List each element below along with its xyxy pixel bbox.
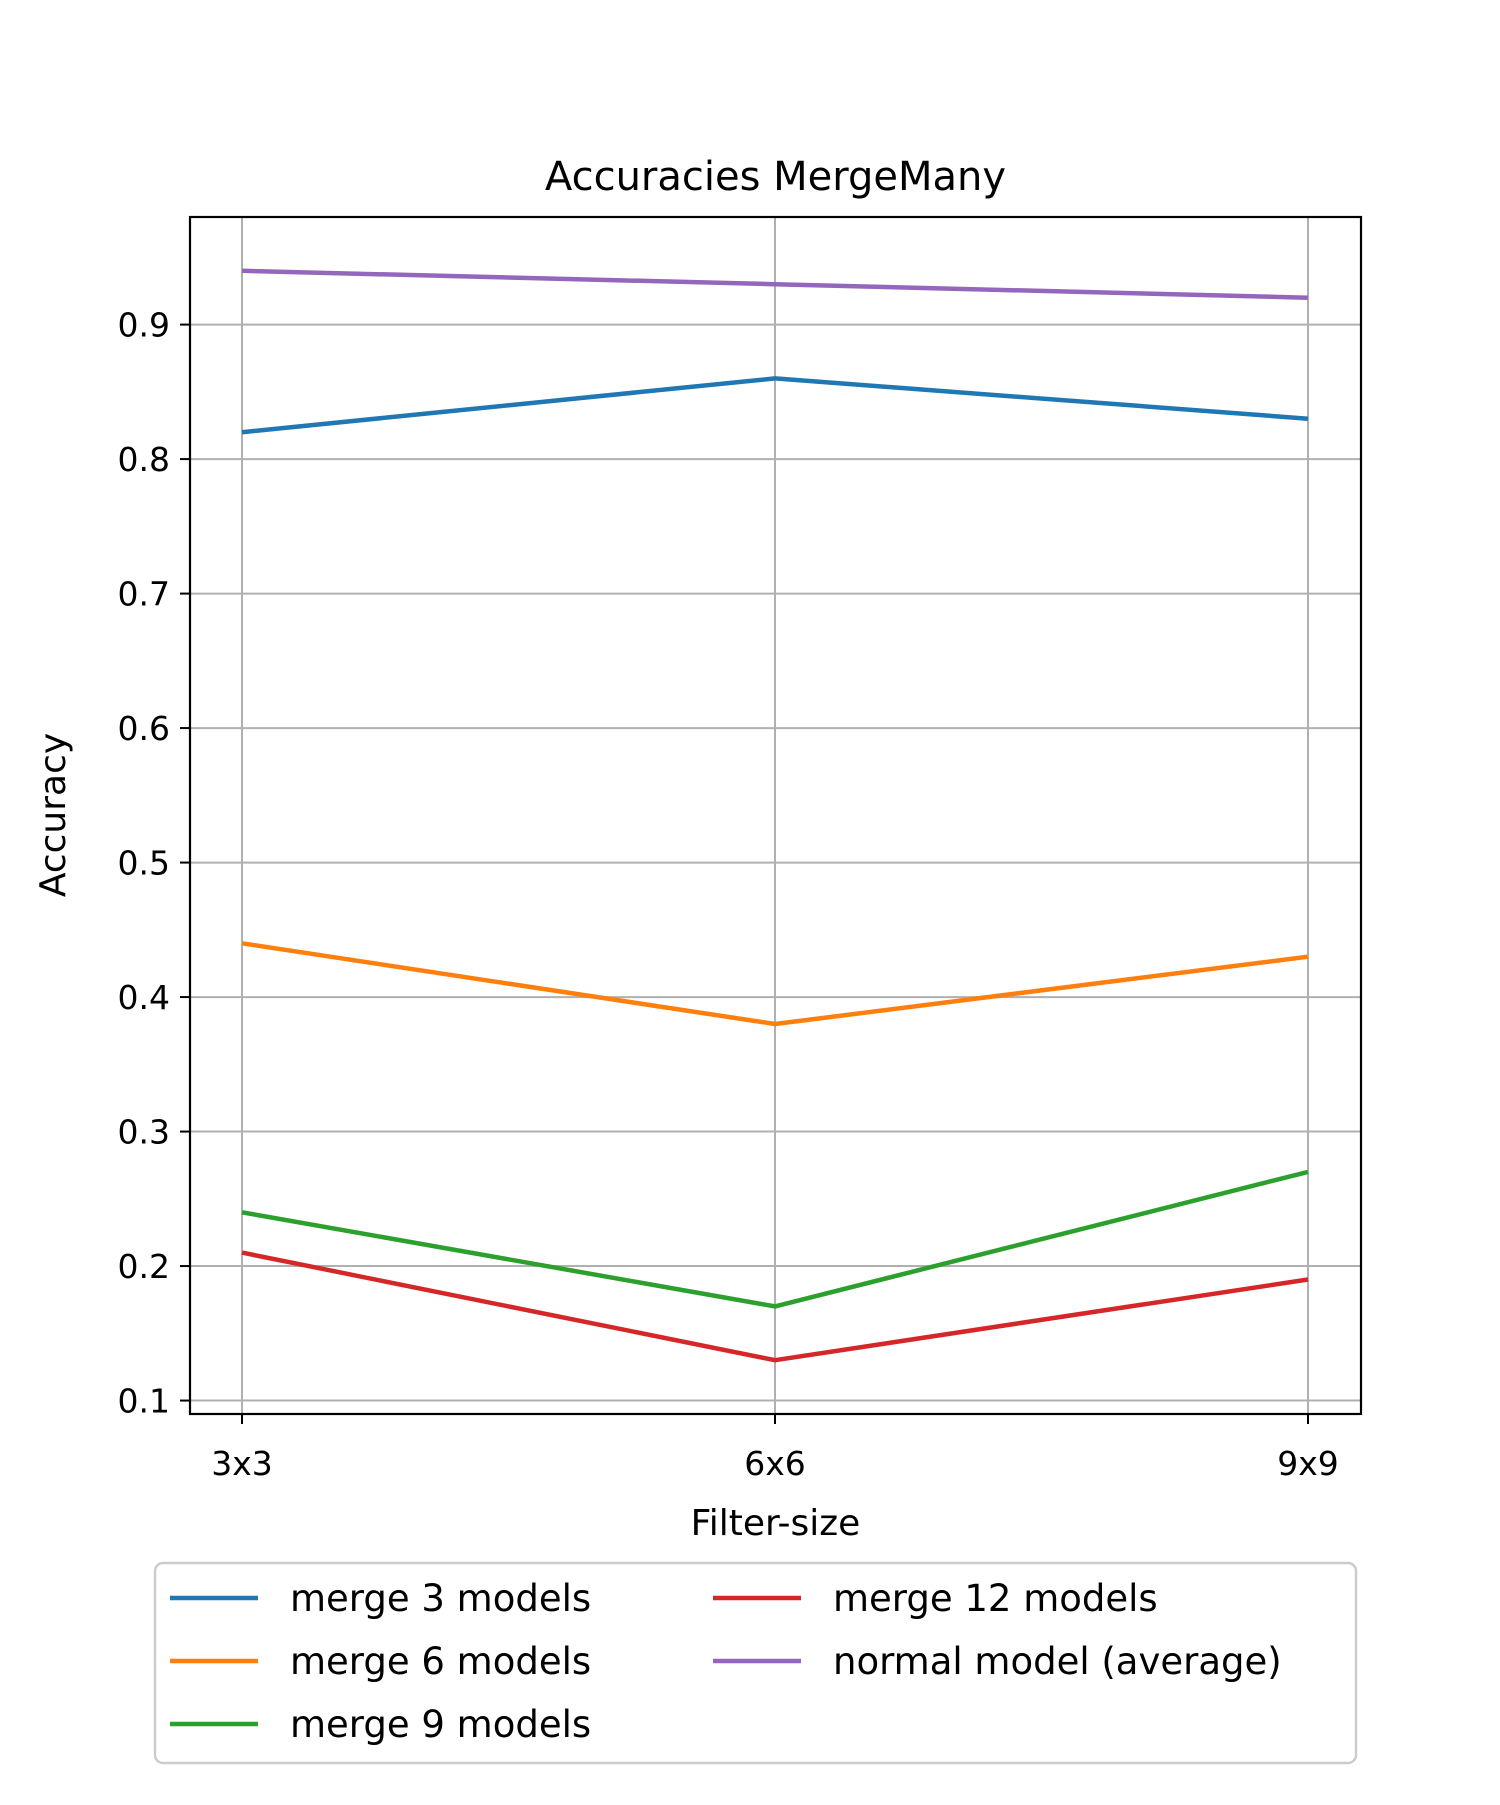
y-tick-label: 0.6 bbox=[118, 709, 170, 748]
tick-layer: 3x3 6x6 9x9 0.1 0.2 0.3 0.4 0.5 0.6 0.7 0.8 0.9 bbox=[118, 306, 1339, 1483]
chart-title: Accuracies MergeMany bbox=[545, 154, 1006, 200]
y-tick-label: 0.4 bbox=[118, 978, 170, 1017]
legend-item: merge 3 models bbox=[170, 1577, 591, 1620]
legend-item: normal model (average) bbox=[713, 1640, 1282, 1683]
legend-label: merge 12 models bbox=[833, 1577, 1158, 1620]
y-tick-label: 0.7 bbox=[118, 575, 170, 614]
series-line-4 bbox=[241, 1250, 1309, 1363]
legend-item: merge 9 models bbox=[170, 1703, 591, 1746]
y-tick-label: 0.3 bbox=[118, 1113, 170, 1152]
series-line-3 bbox=[241, 1169, 1309, 1309]
legend-label: merge 3 models bbox=[290, 1577, 591, 1620]
y-tick-label: 0.2 bbox=[118, 1247, 170, 1286]
legend-items: merge 3 models merge 6 models merge 9 mode… bbox=[170, 1577, 1282, 1746]
x-axis-label: Filter-size bbox=[691, 1503, 861, 1544]
y-tick-label: 0.1 bbox=[118, 1382, 170, 1421]
series-layer bbox=[241, 268, 1309, 1363]
y-axis-label: Accuracy bbox=[33, 733, 74, 897]
legend-label: normal model (average) bbox=[833, 1640, 1282, 1683]
x-tick-label: 9x9 bbox=[1277, 1444, 1339, 1483]
legend-label: merge 6 models bbox=[290, 1640, 591, 1683]
y-tick-label: 0.9 bbox=[118, 306, 170, 345]
x-tick-label: 6x6 bbox=[744, 1444, 806, 1483]
series-line-2 bbox=[241, 941, 1309, 1027]
series-line-1 bbox=[241, 376, 1309, 435]
legend-label: merge 9 models bbox=[290, 1703, 591, 1746]
legend-item: merge 12 models bbox=[713, 1577, 1158, 1620]
legend: merge 3 models merge 6 models merge 9 mode… bbox=[153, 1561, 1358, 1765]
y-tick-label: 0.5 bbox=[118, 844, 170, 883]
x-tick-label: 3x3 bbox=[211, 1444, 273, 1483]
series-line-5 bbox=[241, 268, 1309, 300]
legend-item: merge 6 models bbox=[170, 1640, 591, 1683]
y-tick-label: 0.8 bbox=[118, 440, 170, 479]
